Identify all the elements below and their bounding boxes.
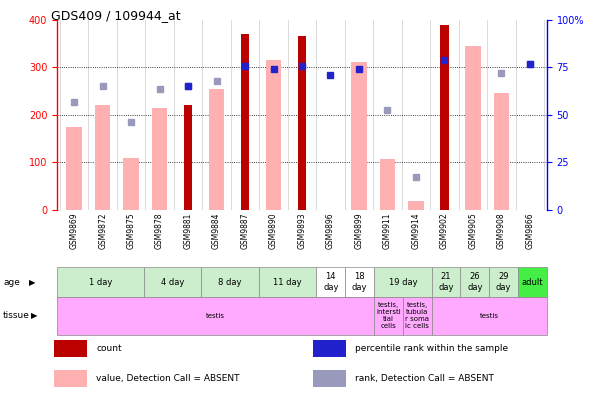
Text: testis,
tubula
r soma
ic cells: testis, tubula r soma ic cells (405, 302, 429, 329)
Text: testis: testis (480, 313, 499, 319)
Text: ▶: ▶ (29, 278, 35, 287)
Bar (241, 34, 249, 210)
Bar (95, 105, 111, 210)
Text: rank, Detection Call = ABSENT: rank, Detection Call = ABSENT (355, 374, 493, 383)
Bar (374, 267, 432, 297)
Bar (313, 339, 346, 357)
Bar (266, 60, 281, 210)
Bar (144, 267, 201, 297)
Bar (518, 267, 547, 297)
Bar (57, 267, 144, 297)
Text: 14
day: 14 day (323, 272, 338, 292)
Bar (123, 158, 139, 210)
Bar (489, 267, 518, 297)
Bar (66, 127, 82, 210)
Bar (374, 297, 403, 335)
Bar (493, 93, 509, 210)
Text: ▶: ▶ (31, 311, 38, 320)
Text: 19 day: 19 day (388, 278, 417, 287)
Text: adult: adult (522, 278, 543, 287)
Text: 18
day: 18 day (352, 272, 367, 292)
Text: tissue: tissue (3, 311, 30, 320)
Text: age: age (3, 278, 20, 287)
Text: 8 day: 8 day (218, 278, 242, 287)
Text: 26
day: 26 day (467, 272, 483, 292)
Text: 4 day: 4 day (160, 278, 184, 287)
Text: 1 day: 1 day (88, 278, 112, 287)
Bar (465, 46, 481, 210)
Bar (432, 267, 460, 297)
Text: 29
day: 29 day (496, 272, 511, 292)
Bar (380, 158, 395, 210)
Bar (184, 105, 192, 210)
Text: 11 day: 11 day (273, 278, 302, 287)
Bar (408, 201, 424, 210)
Text: percentile rank within the sample: percentile rank within the sample (355, 344, 508, 352)
Text: value, Detection Call = ABSENT: value, Detection Call = ABSENT (96, 374, 240, 383)
Bar (440, 25, 449, 210)
Bar (54, 370, 87, 387)
Bar (403, 297, 432, 335)
Text: testis,
intersti
tial
cells: testis, intersti tial cells (376, 302, 401, 329)
Bar (259, 267, 316, 297)
Bar (297, 36, 307, 210)
Bar (316, 267, 345, 297)
Text: count: count (96, 344, 122, 352)
Bar (313, 370, 346, 387)
Text: 21
day: 21 day (438, 272, 454, 292)
Bar (351, 62, 367, 210)
Text: testis: testis (206, 313, 225, 319)
Bar (345, 267, 374, 297)
Bar (432, 297, 547, 335)
Bar (209, 89, 224, 210)
Bar (201, 267, 259, 297)
Bar (460, 267, 489, 297)
Bar (54, 339, 87, 357)
Bar (152, 108, 168, 210)
Bar (57, 297, 374, 335)
Text: GDS409 / 109944_at: GDS409 / 109944_at (51, 9, 181, 22)
